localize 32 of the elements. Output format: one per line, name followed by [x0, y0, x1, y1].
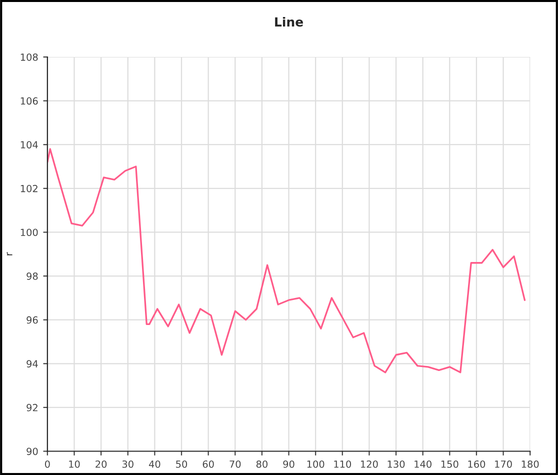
- y-tick-label: 106: [20, 97, 38, 105]
- x-tick-label: 40: [148, 460, 160, 468]
- x-tick-label: 110: [334, 460, 352, 468]
- x-tick-label: 150: [441, 460, 458, 468]
- x-tick-label: 180: [522, 460, 539, 468]
- line-series: [47, 148, 526, 374]
- y-axis-title: r: [6, 252, 12, 256]
- x-tick-label: 50: [176, 460, 188, 468]
- x-tick-label: 10: [69, 460, 80, 468]
- y-tick-label: 104: [20, 141, 38, 148]
- x-tick-label: 80: [256, 460, 268, 468]
- y-tick-label: 94: [26, 360, 38, 368]
- chart-title: Line: [275, 16, 303, 27]
- x-tick-label: 20: [96, 460, 107, 468]
- x-tick-label: 60: [202, 460, 214, 468]
- x-tick-label: 130: [388, 460, 405, 468]
- y-tick-label: 96: [26, 316, 38, 324]
- y-tick-label: 102: [20, 184, 38, 192]
- x-tick-label: 70: [230, 460, 241, 468]
- x-tick-label: 90: [283, 460, 294, 468]
- y-tick-label: 108: [20, 53, 38, 61]
- x-tick-label: 160: [468, 460, 486, 468]
- x-tick-label: 120: [361, 460, 378, 468]
- x-tick-label: 30: [122, 460, 134, 468]
- y-tick-label: 92: [26, 404, 38, 412]
- y-tick-label: 98: [26, 272, 38, 280]
- x-tick-label: 140: [414, 460, 432, 468]
- y-tick-label: 100: [20, 228, 38, 236]
- x-tick-label: 170: [495, 460, 512, 468]
- x-tick-label: 100: [307, 460, 324, 468]
- y-tick-label: 90: [26, 448, 38, 456]
- x-tick-label: 0: [44, 460, 50, 468]
